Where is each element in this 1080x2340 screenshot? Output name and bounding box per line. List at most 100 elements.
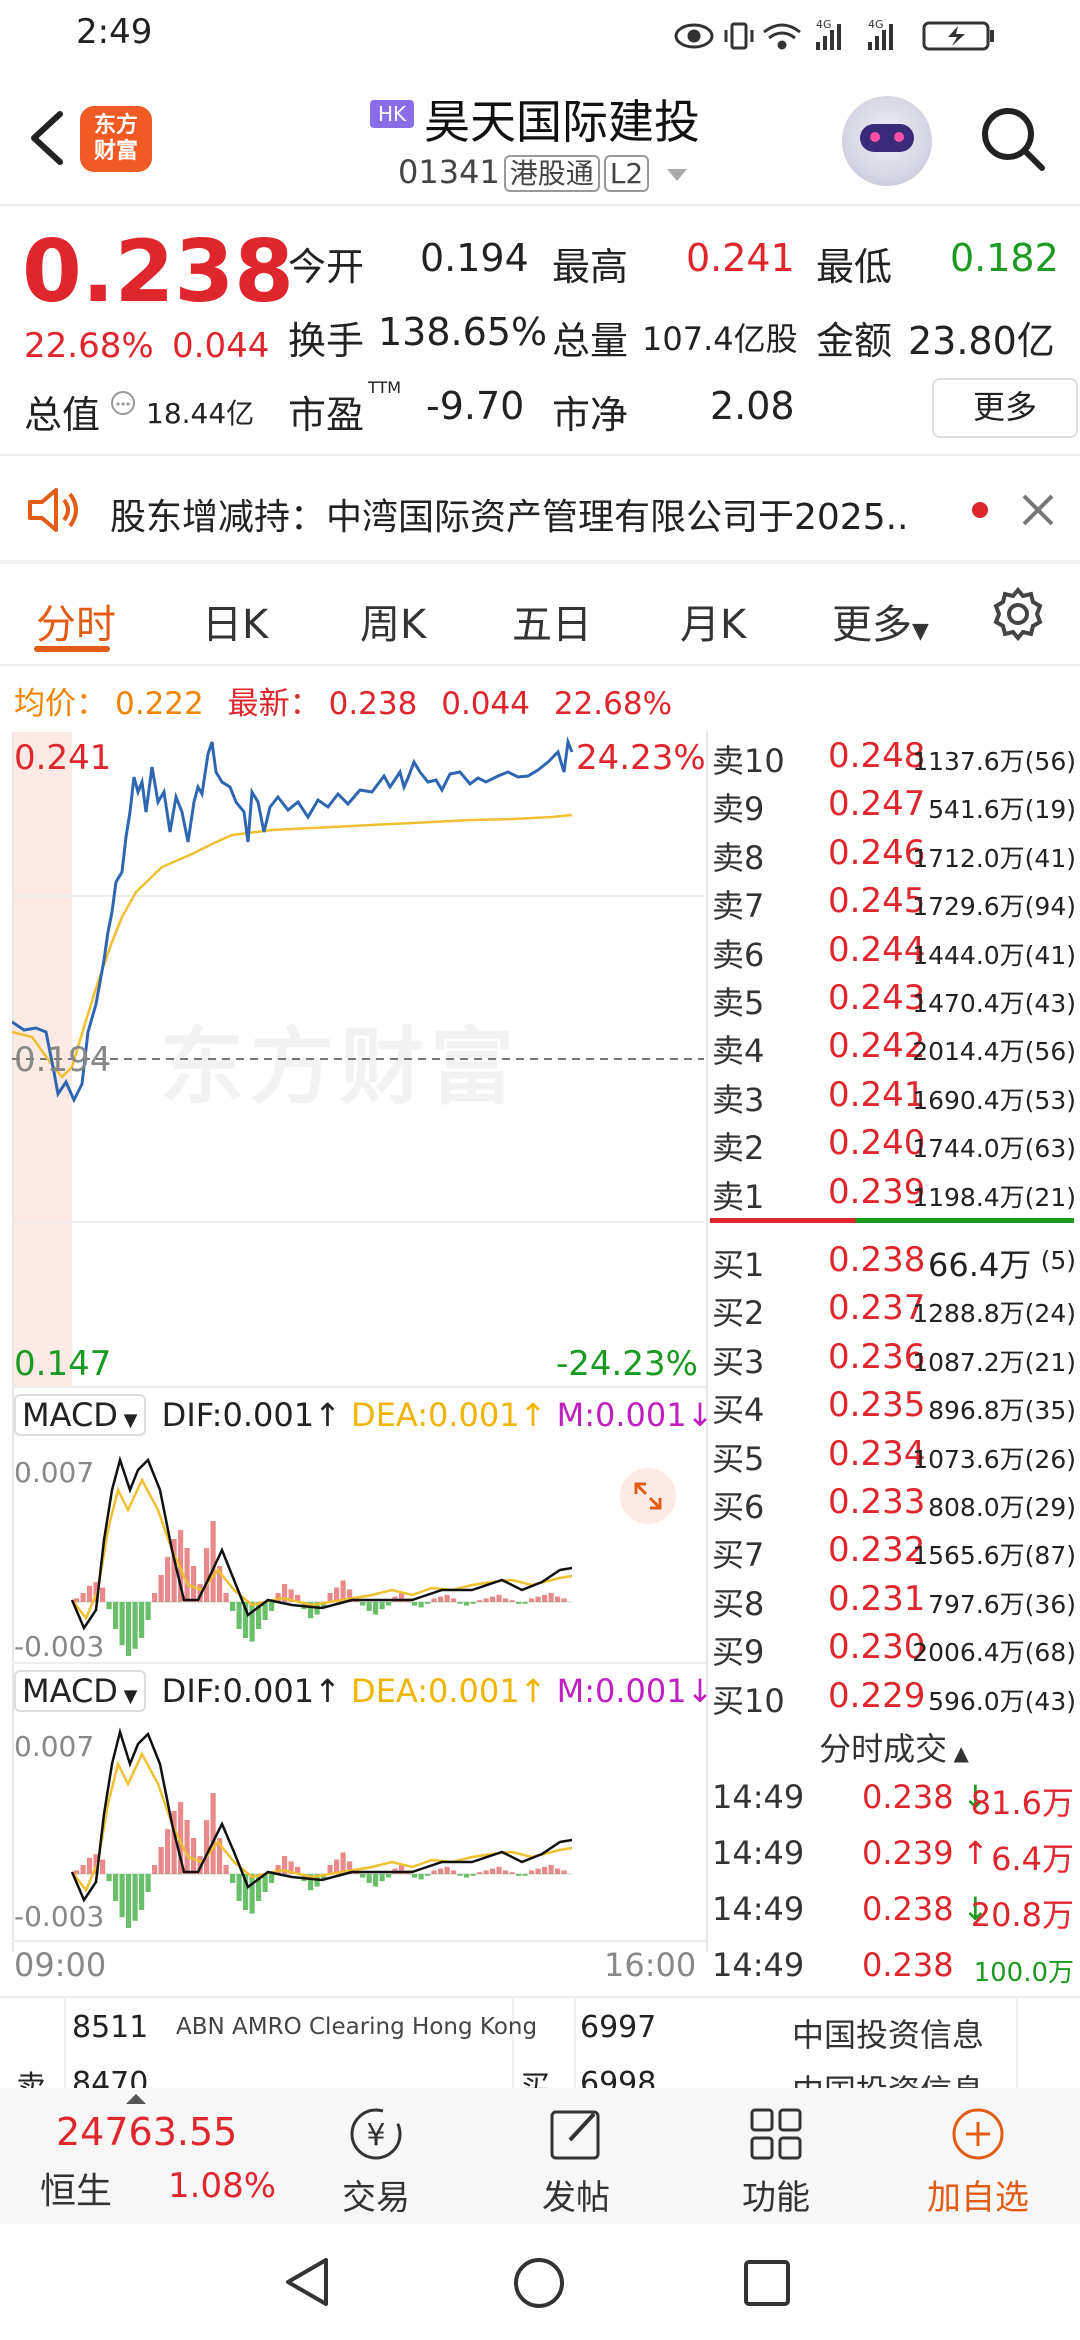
macd-hist-bar [288, 1589, 294, 1602]
function-grid-icon [750, 2108, 802, 2160]
nav-add-watchlist[interactable]: 加自选 [908, 2088, 1048, 2224]
tabs-divider [0, 664, 1080, 666]
macd-hist-bar [87, 1585, 93, 1602]
tab-daily-k[interactable]: 日K [202, 602, 269, 648]
bid-level: 买1 [712, 1246, 765, 1284]
chart-ref-price: 0.194 [14, 1040, 112, 1080]
ask-row[interactable]: 卖6 0.244 1444.0万(41) [708, 930, 1080, 974]
system-home-icon[interactable] [512, 2256, 566, 2310]
tick-row: 14:49 0.239 ↑ 6.4万 [708, 1834, 1080, 1880]
bid-row[interactable]: 买2 0.237 1288.8万(24) [708, 1288, 1080, 1332]
tick-volume: 20.8万 [970, 1896, 1074, 1934]
net2-label: 4G [868, 18, 884, 31]
bid-row[interactable]: 买5 0.234 1073.6万(26) [708, 1434, 1080, 1478]
tab-more[interactable]: 更多▼ [832, 592, 929, 650]
app-logo[interactable]: 东方 财富 [80, 106, 152, 172]
broker-right-name-1: 中国投资信息 [792, 2016, 985, 2054]
stock-code-row[interactable]: 01341 港股通 L2 [398, 152, 689, 192]
up-caret-icon[interactable] [124, 2092, 148, 2106]
macd-hist-bar [74, 1598, 80, 1602]
broker-right-code-1: 6997 [580, 2010, 657, 2045]
bid-row[interactable]: 买7 0.232 1565.6万(87) [708, 1530, 1080, 1574]
nav-post[interactable]: 发帖 [516, 2088, 636, 2224]
macd-hist-bar [171, 1539, 177, 1602]
macd2-selector[interactable]: MACD ▼ [14, 1670, 146, 1712]
expand-button[interactable] [620, 1468, 676, 1524]
index-widget[interactable]: 24763.55 恒生 1.08% [0, 2088, 300, 2224]
macd-hist-bar [366, 1602, 372, 1611]
macd-hist-bar [126, 1602, 132, 1656]
tab-five-day[interactable]: 五日 [512, 602, 592, 648]
macd-hist-bar [399, 1593, 405, 1602]
macd-hist-bar [152, 1865, 158, 1874]
robot-avatar[interactable] [842, 96, 932, 186]
macd2-chart [70, 1727, 573, 1928]
ask-price: 0.240 [828, 1123, 926, 1164]
change-abs: 0.044 [172, 326, 270, 366]
macd-hist-bar [269, 1602, 275, 1611]
macd-hist-bar [204, 1548, 210, 1602]
bid-row[interactable]: 买4 0.235 896.8万(35) [708, 1385, 1080, 1429]
dropdown-icon[interactable] [665, 167, 689, 183]
search-icon[interactable] [978, 104, 1048, 174]
ask-row[interactable]: 卖4 0.242 2014.4万(56) [708, 1026, 1080, 1070]
macd-hist-bar [256, 1602, 262, 1629]
macd1-selector[interactable]: MACD ▼ [14, 1394, 146, 1436]
bid-row[interactable]: 买6 0.233 808.0万(29) [708, 1482, 1080, 1526]
ask-row[interactable]: 卖1 0.239 1198.4万(21) [708, 1172, 1080, 1216]
macd2-bottom-value: -0.003 [14, 1900, 105, 1933]
tab-monthly-k[interactable]: 月K [680, 602, 747, 648]
ask-row[interactable]: 卖9 0.247 541.6万(19) [708, 784, 1080, 828]
ticks-title-row[interactable]: 分时成交 ▲ [708, 1724, 1080, 1770]
back-arrow-icon[interactable] [28, 108, 68, 168]
tab-underline [34, 646, 110, 652]
settings-gear-icon[interactable] [990, 586, 1046, 642]
macd-hist-bar [158, 1847, 164, 1874]
signal-icon-2 [868, 24, 893, 50]
macd-hist-bar [529, 1870, 535, 1874]
macd-hist-bar [340, 1580, 346, 1602]
bid-price: 0.235 [828, 1385, 926, 1426]
ask-row[interactable]: 卖3 0.241 1690.4万(53) [708, 1075, 1080, 1119]
nav-function[interactable]: 功能 [716, 2088, 836, 2224]
avg-value: 0.222 [115, 686, 204, 722]
info-icon[interactable] [110, 390, 136, 416]
bid-row[interactable]: 买9 0.230 2006.4万(68) [708, 1627, 1080, 1671]
ask-row[interactable]: 卖7 0.245 1729.6万(94) [708, 881, 1080, 925]
macd-hist-bar [275, 1593, 281, 1602]
nav-trade[interactable]: ¥ 交易 [316, 2088, 436, 2224]
bid-row[interactable]: 买8 0.231 797.6万(36) [708, 1579, 1080, 1623]
system-recents-icon[interactable] [742, 2258, 792, 2308]
macd-hist-bar [555, 1596, 561, 1602]
macd-hist-bar [483, 1870, 489, 1874]
tick-volume: 81.6万 [970, 1784, 1074, 1822]
tab-weekly-k[interactable]: 周K [360, 602, 427, 648]
ask-row[interactable]: 卖10 0.248 1137.6万(56) [708, 736, 1080, 780]
tab-intraday[interactable]: 分时 [36, 602, 116, 648]
macd-hist-bar [119, 1602, 125, 1646]
pb-label: 市净 [552, 393, 629, 437]
macd-hist-bar [197, 1584, 203, 1602]
notice-text[interactable]: 股东增减持：中湾国际资产管理有限公司于2025.. [110, 497, 909, 538]
index-name: 恒生 [40, 2171, 113, 2212]
order-book: 卖10 0.248 1137.6万(56) 卖9 0.247 541.6万(19) 卖8 0.… [708, 732, 1080, 1996]
bid-row[interactable]: 买3 0.236 1087.2万(21) [708, 1337, 1080, 1381]
stock-code: 01341 [398, 153, 500, 191]
macd1-chart [70, 1455, 573, 1656]
more-button[interactable]: 更多 [932, 378, 1078, 438]
macd-hist-bar [262, 1602, 268, 1620]
macd-hist-bar [295, 1594, 301, 1602]
post-edit-icon [550, 2110, 600, 2160]
system-back-icon[interactable] [282, 2256, 334, 2308]
ask-row[interactable]: 卖8 0.246 1712.0万(41) [708, 833, 1080, 877]
ask-level: 卖5 [712, 984, 765, 1022]
bid-row[interactable]: 买1 0.238 66.4万 (5) [708, 1240, 1080, 1284]
macd1-top-value: 0.007 [14, 1456, 95, 1489]
bid-row[interactable]: 买10 0.229 596.0万(43) [708, 1676, 1080, 1720]
low-value: 0.182 [950, 236, 1059, 280]
tick-price: 0.238 [862, 1778, 954, 1816]
ask-row[interactable]: 卖2 0.240 1744.0万(63) [708, 1123, 1080, 1167]
close-icon[interactable] [1018, 490, 1058, 530]
intraday-chart[interactable] [12, 732, 704, 1386]
ask-row[interactable]: 卖5 0.243 1470.4万(43) [708, 978, 1080, 1022]
